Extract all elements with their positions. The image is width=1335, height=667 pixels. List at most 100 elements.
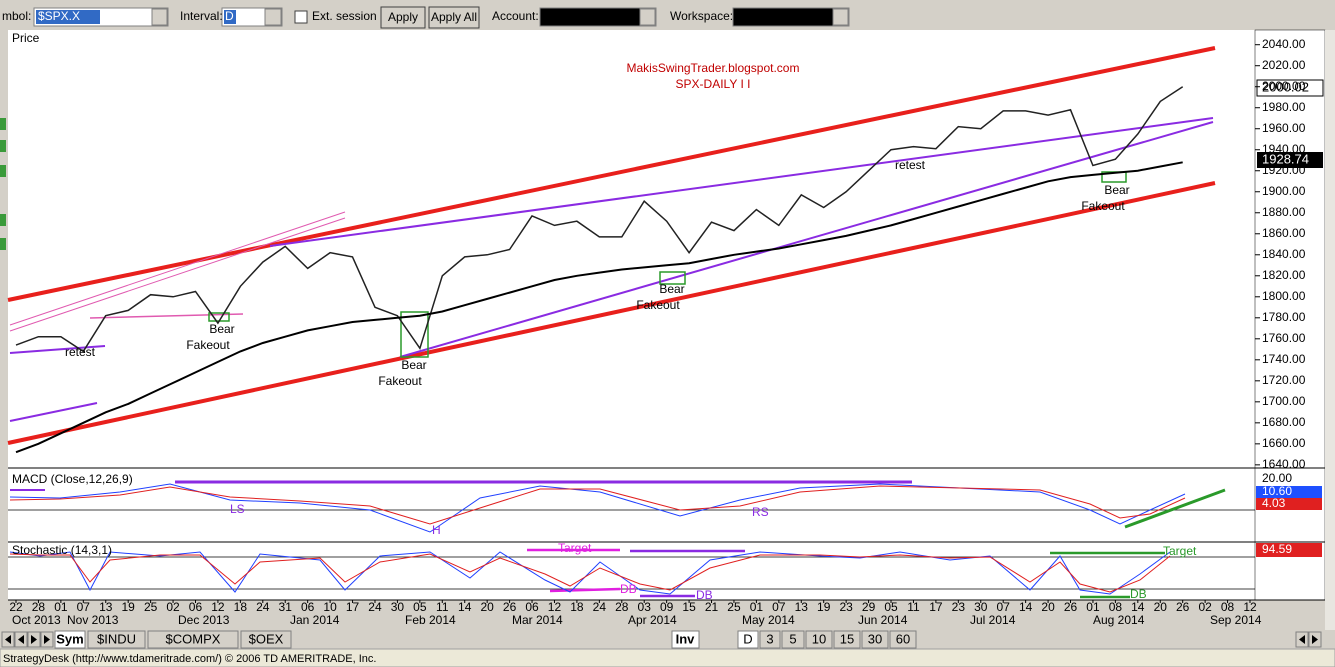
annotation: Bear [401,358,426,372]
y-tick-label: 1700.00 [1262,394,1306,408]
y-tick-label: 2000.00 [1262,79,1306,93]
symbol-tab[interactable] [87,630,146,649]
x-tick-label: 06 [189,600,203,614]
interval-tab-label: 10 [812,631,826,646]
chart-subtitle: SPX-DAILY I I [676,77,751,91]
x-tick-label: 31 [279,600,293,614]
x-tick-label: 08 [1109,600,1123,614]
interval-tab[interactable] [889,630,917,649]
workspace-label: Workspace: [670,9,733,23]
x-tick-label: 02 [1198,600,1212,614]
stochastic-label: Target [1163,544,1197,558]
x-tick-label: 11 [436,600,449,614]
x-tick-label: 05 [413,600,427,614]
annotation: Fakeout [636,298,680,312]
interval-tab-label: D [743,631,752,646]
y-tick-label: 1900.00 [1262,184,1306,198]
dropdown-button[interactable] [264,8,282,26]
interval-tab[interactable] [833,630,861,649]
dropdown-button[interactable] [151,8,168,26]
y-tick-label: 1760.00 [1262,331,1306,345]
x-tick-label: 24 [368,600,382,614]
symbol-tab-label: $COMPX [166,631,221,646]
ext-session-checkbox[interactable] [294,10,308,24]
apply-label: Apply [388,10,418,24]
status-text: StrategyDesk (http://www.tdameritrade.co… [3,653,376,665]
dropdown-button[interactable] [832,8,849,26]
y-tick-label: 1680.00 [1262,415,1306,429]
x-tick-label: 02 [166,600,180,614]
interval-tab[interactable] [759,630,781,649]
symbol-tab-label: $OEX [249,631,284,646]
annotation: Bear [209,322,234,336]
last-price: 2000.02 [1262,79,1309,94]
y-tick-label: 2020.00 [1262,58,1306,72]
apply-all-button[interactable] [428,6,480,29]
x-tick-label: 10 [323,600,337,614]
x-tick-label: 22 [9,600,23,614]
y-tick-label: 1960.00 [1262,121,1306,135]
x-tick-label: 06 [301,600,315,614]
x-tick-label: 03 [638,600,652,614]
workspace-input[interactable] [732,7,850,27]
apply-button[interactable] [380,6,426,29]
month-label: Jul 2014 [970,613,1016,627]
account-label: Account: [492,9,539,23]
panel-title: Price [12,31,40,45]
dropdown-button[interactable] [639,8,656,26]
symbol-value: $SPX.X [38,9,80,23]
y-tick-label: 1820.00 [1262,268,1306,282]
x-tick-label: 18 [570,600,584,614]
account-input[interactable] [539,7,657,27]
stochastic-axis-label: 94.59 [1262,542,1292,556]
x-tick-label: 18 [234,600,248,614]
inv-tab[interactable] [671,630,700,649]
annotation: Bear [1104,183,1129,197]
x-tick-label: 08 [1221,600,1235,614]
stochastic-label: DB [620,582,637,596]
y-tick-label: 2040.00 [1262,37,1306,51]
y-tick-label: 1840.00 [1262,247,1306,261]
month-label: May 2014 [742,613,795,627]
stochastic-label: Target [558,541,592,555]
macd-axis-label: 10.60 [1262,484,1292,498]
interval-tab[interactable] [805,630,833,649]
symbol-tab[interactable] [240,630,292,649]
y-tick-label: 1780.00 [1262,310,1306,324]
month-label: Apr 2014 [628,613,677,627]
ma-price: 1928.74 [1262,151,1309,166]
x-tick-label: 30 [391,600,405,614]
side-icons [0,118,6,250]
macd-title: MACD (Close,12,26,9) [12,472,133,486]
x-tick-label: 26 [1064,600,1078,614]
macd-axis-label: 4.03 [1262,496,1286,510]
y-tick-label: 1720.00 [1262,373,1306,387]
month-label: Sep 2014 [1210,613,1262,627]
month-label: Oct 2013 [12,613,61,627]
y-tick-label: 1940.00 [1262,142,1306,156]
price-box [1256,79,1324,97]
macd-label: H [432,523,441,537]
symbol-tab[interactable] [54,630,86,649]
stochastic-label: DB [1130,587,1147,601]
interval-tab[interactable] [781,630,805,649]
interval-tab[interactable] [737,630,759,649]
scrollbar[interactable] [1325,30,1335,630]
y-tick-label: 1980.00 [1262,100,1306,114]
symbol-label: mbol: [2,9,31,23]
x-tick-label: 25 [144,600,158,614]
price-line [15,86,1184,353]
x-tick-label: 23 [839,600,853,614]
x-tick-label: 12 [211,600,225,614]
symbol-tab[interactable] [147,630,239,649]
interval-tab[interactable] [861,630,889,649]
x-tick-label: 14 [458,600,472,614]
x-tick-label: 20 [480,600,494,614]
x-tick-label: 28 [32,600,46,614]
month-label: Dec 2013 [178,613,230,627]
ext-session-label: Ext. session [312,9,377,23]
x-tick-label: 11 [907,600,920,614]
interval-tab-label: 60 [896,631,910,646]
moving-average [15,161,1183,454]
